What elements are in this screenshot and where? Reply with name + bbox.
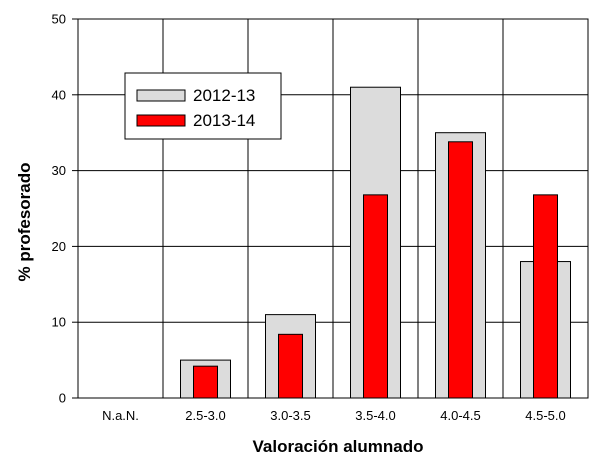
x-tick-label: 4.5-5.0: [525, 408, 565, 423]
y-tick-label: 10: [52, 315, 66, 330]
legend-swatch-2012-13: [136, 89, 186, 102]
x-tick-label: 3.0-3.5: [270, 408, 310, 423]
y-tick-label: 0: [59, 391, 66, 406]
legend: 2012-13 2013-14: [124, 72, 282, 140]
plot-frame: [77, 18, 589, 399]
y-tick-label: 30: [52, 163, 66, 178]
legend-label-2012-13: 2012-13: [193, 86, 255, 105]
bars: [180, 86, 571, 399]
x-tick-label: 4.0-4.5: [440, 408, 480, 423]
y-axis-label: % profesorado: [15, 162, 34, 281]
x-tick-label: 2.5-3.0: [185, 408, 225, 423]
bar-2013-14-4.0-4.5: [448, 141, 473, 399]
bar-2013-14-4.5-5.0: [533, 194, 558, 399]
y-axis: 0 10 20 30 40 50: [52, 12, 78, 406]
legend-box: [124, 72, 282, 140]
legend-swatch-2013-14: [136, 114, 186, 127]
bar-2013-14-3.0-3.5: [278, 333, 303, 399]
legend-label-2013-14: 2013-14: [193, 111, 255, 130]
x-tick-label: 3.5-4.0: [355, 408, 395, 423]
bar-2013-14-3.5-4.0: [363, 194, 388, 399]
x-tick-label: N.a.N.: [102, 408, 139, 423]
y-tick-label: 20: [52, 239, 66, 254]
y-tick-label: 50: [52, 12, 66, 27]
bar-2013-14-2.5-3.0: [193, 365, 218, 399]
x-axis-label: Valoración alumnado: [253, 437, 424, 456]
y-tick-label: 40: [52, 87, 66, 102]
x-axis: N.a.N. 2.5-3.0 3.0-3.5 3.5-4.0 4.0-4.5 4.5-5.…: [102, 408, 566, 423]
